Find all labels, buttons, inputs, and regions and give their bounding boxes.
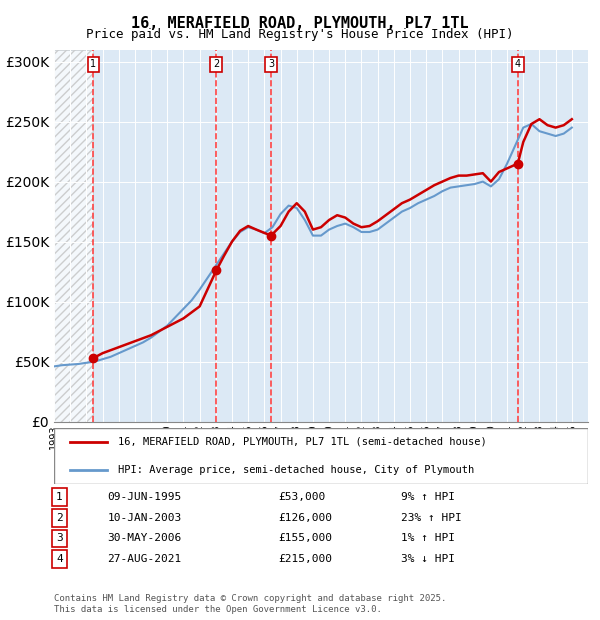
Text: 2: 2 xyxy=(213,60,220,69)
Text: 1: 1 xyxy=(91,60,97,69)
Text: 3% ↓ HPI: 3% ↓ HPI xyxy=(401,554,455,564)
Text: 16, MERAFIELD ROAD, PLYMOUTH, PL7 1TL (semi-detached house): 16, MERAFIELD ROAD, PLYMOUTH, PL7 1TL (s… xyxy=(118,436,487,447)
Text: 9% ↑ HPI: 9% ↑ HPI xyxy=(401,492,455,502)
Text: 1: 1 xyxy=(56,492,63,502)
Text: 1% ↑ HPI: 1% ↑ HPI xyxy=(401,533,455,543)
Text: 4: 4 xyxy=(515,60,521,69)
Bar xyxy=(54,50,94,422)
Text: £215,000: £215,000 xyxy=(278,554,332,564)
FancyBboxPatch shape xyxy=(54,428,588,484)
Text: 2: 2 xyxy=(56,513,63,523)
Text: 09-JUN-1995: 09-JUN-1995 xyxy=(107,492,182,502)
Text: 16, MERAFIELD ROAD, PLYMOUTH, PL7 1TL: 16, MERAFIELD ROAD, PLYMOUTH, PL7 1TL xyxy=(131,16,469,30)
Text: Contains HM Land Registry data © Crown copyright and database right 2025.
This d: Contains HM Land Registry data © Crown c… xyxy=(54,595,446,614)
Text: HPI: Average price, semi-detached house, City of Plymouth: HPI: Average price, semi-detached house,… xyxy=(118,464,475,475)
Text: Price paid vs. HM Land Registry's House Price Index (HPI): Price paid vs. HM Land Registry's House … xyxy=(86,28,514,41)
Text: 10-JAN-2003: 10-JAN-2003 xyxy=(107,513,182,523)
Text: 27-AUG-2021: 27-AUG-2021 xyxy=(107,554,182,564)
Text: 3: 3 xyxy=(268,60,274,69)
Text: £126,000: £126,000 xyxy=(278,513,332,523)
Text: 4: 4 xyxy=(56,554,63,564)
Text: 30-MAY-2006: 30-MAY-2006 xyxy=(107,533,182,543)
Text: 3: 3 xyxy=(56,533,63,543)
Text: 23% ↑ HPI: 23% ↑ HPI xyxy=(401,513,462,523)
Text: £53,000: £53,000 xyxy=(278,492,326,502)
Text: £155,000: £155,000 xyxy=(278,533,332,543)
